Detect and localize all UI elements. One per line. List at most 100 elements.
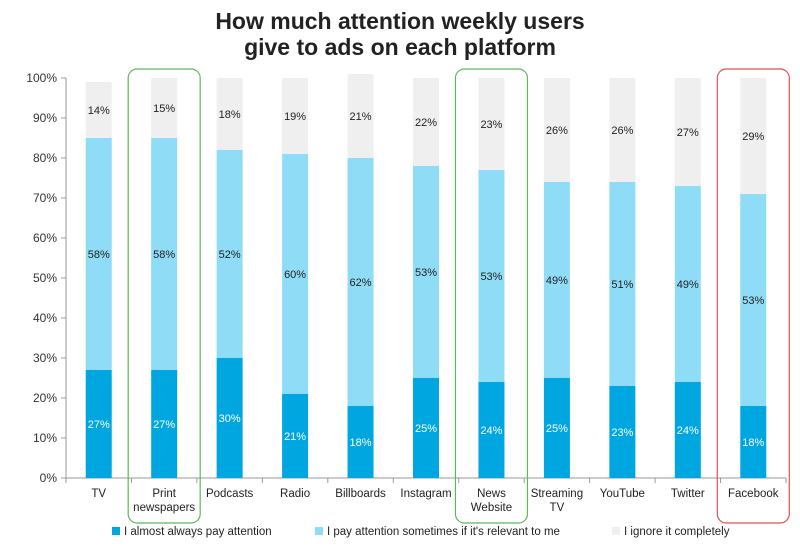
bar-segment bbox=[85, 138, 112, 370]
bar-segment bbox=[413, 166, 439, 378]
bar-segment bbox=[282, 154, 309, 394]
data-label: 22% bbox=[415, 117, 437, 129]
legend-label: I pay attention sometimes if it's releva… bbox=[327, 526, 560, 538]
data-label: 60% bbox=[284, 269, 306, 281]
bar-segment bbox=[216, 358, 243, 478]
bar-segment bbox=[282, 78, 309, 154]
y-tick-label: 100% bbox=[26, 71, 57, 85]
data-label: 23% bbox=[480, 119, 502, 131]
bar-segment bbox=[413, 78, 439, 166]
data-label: 53% bbox=[742, 295, 764, 307]
data-label: 30% bbox=[219, 413, 241, 425]
bar-segment bbox=[151, 78, 178, 138]
bar-segment bbox=[543, 182, 570, 378]
y-tick-label: 40% bbox=[33, 311, 57, 325]
x-tick-label: newspapers bbox=[133, 502, 195, 514]
x-tick-label: Podcasts bbox=[206, 488, 254, 500]
x-tick-label: News bbox=[477, 488, 506, 500]
bar-segment bbox=[674, 78, 701, 186]
bar-segment bbox=[740, 406, 767, 478]
data-label: 14% bbox=[88, 105, 110, 117]
y-tick-label: 10% bbox=[33, 431, 57, 445]
bar-segment bbox=[740, 78, 767, 194]
bar-segment bbox=[740, 194, 767, 406]
x-tick-label: Instagram bbox=[400, 488, 451, 500]
bar-segment bbox=[543, 378, 570, 478]
bar-segment bbox=[674, 382, 701, 478]
data-label: 49% bbox=[677, 279, 699, 291]
data-label: 29% bbox=[742, 131, 764, 143]
x-tick-label: Streaming bbox=[531, 488, 583, 500]
bar-segment bbox=[151, 370, 178, 478]
bar-segment bbox=[85, 82, 112, 138]
data-label: 26% bbox=[611, 125, 633, 137]
data-label: 51% bbox=[611, 279, 633, 291]
data-label: 52% bbox=[219, 249, 241, 261]
x-tick-label: Website bbox=[471, 502, 512, 514]
x-tick-label: TV bbox=[550, 502, 565, 514]
data-label: 58% bbox=[153, 249, 175, 261]
data-label: 26% bbox=[546, 125, 568, 137]
highlight-box bbox=[454, 68, 529, 524]
highlight-box bbox=[716, 68, 790, 524]
y-tick-label: 50% bbox=[33, 271, 57, 285]
x-tick-label: TV bbox=[91, 488, 106, 500]
bar-segment bbox=[282, 394, 309, 478]
data-label: 18% bbox=[219, 109, 241, 121]
legend-swatch bbox=[112, 527, 120, 535]
bar-segment bbox=[674, 186, 701, 382]
bar-segment bbox=[347, 158, 374, 406]
data-label: 53% bbox=[480, 271, 502, 283]
bar-segment bbox=[609, 78, 636, 182]
data-label: 21% bbox=[350, 111, 372, 123]
data-label: 18% bbox=[742, 437, 764, 449]
data-label: 53% bbox=[415, 267, 437, 279]
y-tick-label: 70% bbox=[33, 191, 57, 205]
data-label: 15% bbox=[153, 103, 175, 115]
legend-swatch bbox=[612, 527, 620, 535]
legend-swatch bbox=[315, 527, 323, 535]
bar-segment bbox=[347, 74, 374, 158]
data-label: 23% bbox=[611, 427, 633, 439]
data-label: 25% bbox=[546, 423, 568, 435]
data-label: 25% bbox=[415, 423, 437, 435]
data-label: 24% bbox=[480, 425, 502, 437]
x-tick-label: Facebook bbox=[728, 488, 779, 500]
data-label: 24% bbox=[677, 425, 699, 437]
data-label: 62% bbox=[350, 277, 372, 289]
y-tick-label: 80% bbox=[33, 151, 57, 165]
x-tick-label: Print bbox=[152, 488, 176, 500]
data-label: 27% bbox=[677, 127, 699, 139]
x-tick-label: Radio bbox=[280, 488, 310, 500]
bar-segment bbox=[347, 406, 374, 478]
y-tick-label: 20% bbox=[33, 391, 57, 405]
bar-segment bbox=[543, 78, 570, 182]
data-label: 27% bbox=[88, 419, 110, 431]
x-tick-label: Twitter bbox=[671, 488, 705, 500]
y-tick-label: 60% bbox=[33, 231, 57, 245]
data-label: 27% bbox=[153, 419, 175, 431]
data-label: 18% bbox=[350, 437, 372, 449]
x-tick-label: YouTube bbox=[600, 488, 645, 500]
highlight-box bbox=[127, 68, 201, 524]
data-label: 49% bbox=[546, 275, 568, 287]
y-tick-label: 30% bbox=[33, 351, 57, 365]
bar-segment bbox=[478, 382, 505, 478]
legend-label: I ignore it completely bbox=[624, 526, 730, 538]
bar-segment bbox=[609, 386, 636, 478]
data-label: 19% bbox=[284, 111, 306, 123]
bar-segment bbox=[478, 170, 505, 382]
chart-title-line-2: give to ads on each platform bbox=[244, 34, 556, 60]
data-label: 21% bbox=[284, 431, 306, 443]
data-label: 58% bbox=[88, 249, 110, 261]
y-tick-label: 0% bbox=[40, 471, 58, 485]
bar-segment bbox=[609, 182, 636, 386]
legend-label: I almost always pay attention bbox=[124, 526, 272, 538]
chart-title-line-1: How much attention weekly users bbox=[215, 8, 585, 34]
bar-segment bbox=[151, 138, 178, 370]
bar-segment bbox=[85, 370, 112, 478]
bar-segment bbox=[413, 378, 439, 478]
bar-segment bbox=[478, 78, 505, 170]
bar-segment bbox=[216, 150, 243, 358]
